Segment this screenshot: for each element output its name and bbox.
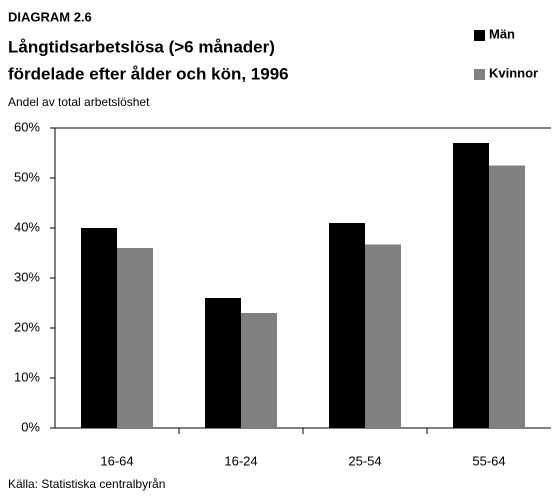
bar xyxy=(453,143,489,428)
bar xyxy=(489,165,525,428)
chart-title: fördelade efter ålder och kön, 1996 xyxy=(8,64,289,83)
bar xyxy=(205,298,241,428)
chart-title: Långtidsarbetslösa (>6 månader) xyxy=(8,37,275,56)
y-tick-label: 50% xyxy=(14,169,40,184)
bar xyxy=(81,228,117,428)
bar xyxy=(329,223,365,428)
legend-swatch xyxy=(474,30,485,41)
y-tick-label: 0% xyxy=(21,419,40,434)
chart-label: DIAGRAM 2.6 xyxy=(8,9,92,24)
legend-swatch xyxy=(474,69,485,80)
y-tick-label: 40% xyxy=(14,219,40,234)
bar xyxy=(365,244,401,428)
bar xyxy=(117,248,153,428)
x-tick-label: 55-64 xyxy=(472,453,505,468)
bar xyxy=(241,313,277,428)
x-tick-label: 25-54 xyxy=(348,453,381,468)
legend-label: Män xyxy=(489,26,515,41)
y-tick-label: 10% xyxy=(14,369,40,384)
x-tick-label: 16-24 xyxy=(224,453,257,468)
subtitle: Andel av total arbetslöshet xyxy=(8,95,150,109)
y-tick-label: 30% xyxy=(14,269,40,284)
y-tick-label: 60% xyxy=(14,119,40,134)
y-tick-label: 20% xyxy=(14,319,40,334)
legend-label: Kvinnor xyxy=(489,65,538,80)
x-tick-label: 16-64 xyxy=(100,453,133,468)
source: Källa: Statistiska centralbyrån xyxy=(8,477,165,491)
